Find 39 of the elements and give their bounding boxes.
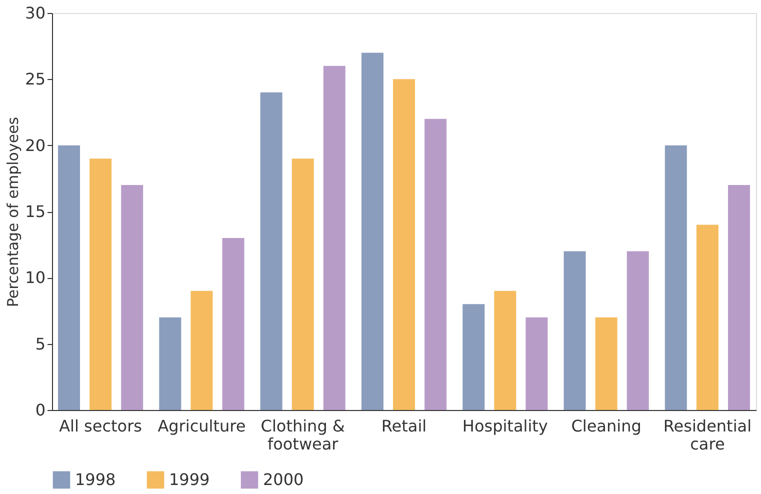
bar <box>90 158 112 410</box>
y-tick-label: 15 <box>25 202 46 221</box>
x-tick-label: Cleaning <box>571 416 642 436</box>
bar <box>190 290 213 410</box>
bar <box>595 317 618 410</box>
bar <box>323 66 346 410</box>
bar <box>393 79 415 410</box>
bar <box>159 317 182 410</box>
y-tick-label: 25 <box>25 70 46 89</box>
bar <box>696 224 718 410</box>
bar <box>626 251 649 410</box>
y-tick-label: 0 <box>35 400 46 420</box>
x-tick-label: Residential care <box>663 416 752 454</box>
bar <box>58 145 80 410</box>
bar <box>564 251 586 410</box>
bar <box>424 118 447 410</box>
bar <box>728 185 750 410</box>
bar <box>494 290 516 410</box>
bar <box>361 52 384 410</box>
x-tick-label: Retail <box>381 416 427 436</box>
y-axis-title: Percentage of employees <box>4 116 22 308</box>
legend-label: 1998 <box>75 470 116 489</box>
x-tick-label: Agriculture <box>158 416 246 436</box>
y-tick-label: 5 <box>35 334 46 354</box>
x-tick-label: Clothing & footwear <box>260 416 345 454</box>
x-tick-label: Hospitality <box>462 416 548 436</box>
y-tick-label: 20 <box>25 136 46 155</box>
x-tick-label: All sectors <box>59 416 142 436</box>
legend-label: 2000 <box>263 470 304 489</box>
bar <box>121 185 144 410</box>
bar <box>664 145 687 410</box>
bar <box>260 92 282 410</box>
bar <box>462 304 485 410</box>
bar <box>292 158 314 410</box>
y-tick-label: 10 <box>25 268 46 288</box>
legend-label: 1999 <box>169 470 210 489</box>
bar <box>222 238 244 410</box>
y-tick-label: 30 <box>25 4 46 22</box>
bar <box>526 317 548 410</box>
